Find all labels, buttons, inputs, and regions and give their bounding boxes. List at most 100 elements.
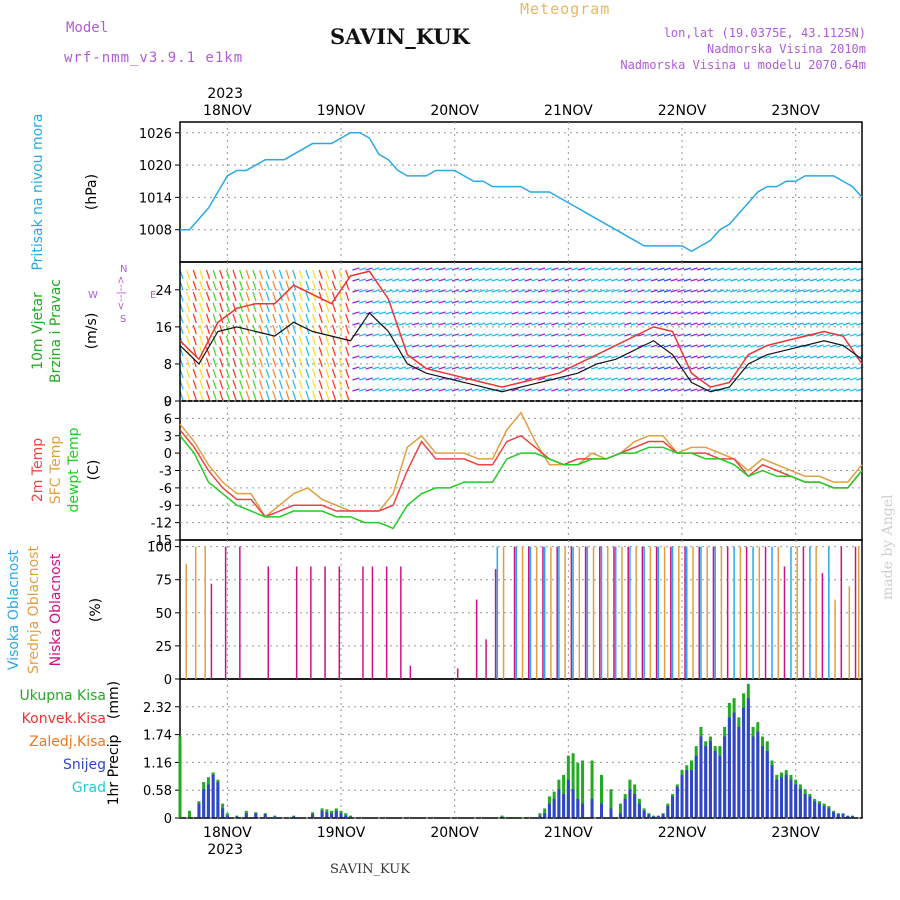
wind-barb [783,366,791,370]
precip-legend-item: Zaledj.Kisa [29,734,106,750]
wind-barb [710,267,718,271]
precip-bar [311,814,315,818]
wind-barb [822,300,831,304]
wind-barb [610,355,619,359]
wind-barb [352,366,360,370]
wind-barb [610,322,619,326]
day-label-top: 23NOV [771,103,820,119]
wind-barb [670,344,678,348]
wind-barb [730,322,738,326]
wind-barb [345,379,350,390]
wind-barb [723,289,731,293]
wind-barb [425,333,433,337]
wind-barb [756,366,765,370]
wind-barb [358,300,367,304]
wind-barb [438,388,446,392]
wind-barb [617,278,625,282]
wind-barb [836,322,844,326]
wind-barb [643,344,652,348]
wind-barb [690,311,698,315]
wind-barb [491,355,499,359]
wind-barb [584,311,592,315]
wind-barb [265,280,270,291]
wind-barb [590,289,599,293]
wind-barb [716,344,725,348]
wind-barb [677,278,685,282]
wind-barb [756,377,765,381]
wind-barb [205,291,211,302]
wind-barb [431,278,440,282]
wind-barb [425,322,433,326]
y-tick-label: 75 [155,574,172,589]
precip-bar [851,816,855,818]
precip-bar [803,794,807,818]
wind-barb [584,322,592,326]
wind-barb [199,269,204,280]
wind-barb [663,366,672,370]
wind-barb [405,311,413,315]
wind-barb [358,267,367,271]
precip-bar [225,815,229,818]
precip-bar [576,762,580,818]
wind-barb [769,344,778,348]
wind-barb [292,313,297,324]
wind-barb [769,289,778,293]
wind-barb [763,377,771,381]
wind-barb [491,322,499,326]
wind-barb [298,269,303,280]
wind-barb [756,322,765,326]
wind-barb [683,366,692,370]
y-tick-label: 100 [147,541,172,556]
wind-barb [730,355,738,359]
wind-barb [690,355,698,359]
wind-barb [272,313,277,324]
wind-barb [670,388,678,392]
wind-barb [517,344,526,348]
wind-barb [849,355,857,359]
wind-barb [710,300,718,304]
wind-barb [265,379,270,390]
wind-barb [789,289,798,293]
wind-barb [716,289,725,293]
wind-barb [564,300,572,304]
wind-barb [345,302,350,313]
wind-barb [750,344,758,348]
wind-barb [418,388,426,392]
precip-bar [566,779,570,818]
wind-barb [305,291,310,302]
precip-bar [789,779,793,818]
wind-barb [345,368,350,379]
footer-station: SAVIN_KUK [330,862,410,877]
wind-barb [272,390,277,401]
wind-barb [298,291,303,302]
precip-bar [822,806,826,818]
wind-barb [750,278,758,282]
wind-barb [398,289,406,293]
wind-barb [571,344,579,348]
wind-barb [498,333,506,337]
wind-barb [245,313,250,324]
wind-barb [252,291,257,302]
precip-bar [628,789,632,818]
wind-barb [557,344,566,348]
wind-barb [385,333,393,337]
wind-barb [577,289,585,293]
wind-barb [796,366,804,370]
y-tick-label: 50 [155,607,172,622]
wind-barb [730,278,738,282]
wind-barb [697,289,705,293]
wind-barb [418,377,426,381]
meteogram-title: Meteogram [520,0,611,18]
wind-barb [392,333,400,337]
wind-barb [730,333,738,337]
wind-barb [418,300,426,304]
wind-barb [245,379,250,390]
wind-barb [677,267,685,271]
wind-barb [205,379,211,390]
wind-barb [245,302,250,313]
wind-barb [716,333,725,337]
wind-barb [637,355,645,359]
wind-barb [186,269,191,280]
wind-barb [816,300,824,304]
wind-barb [398,333,406,337]
